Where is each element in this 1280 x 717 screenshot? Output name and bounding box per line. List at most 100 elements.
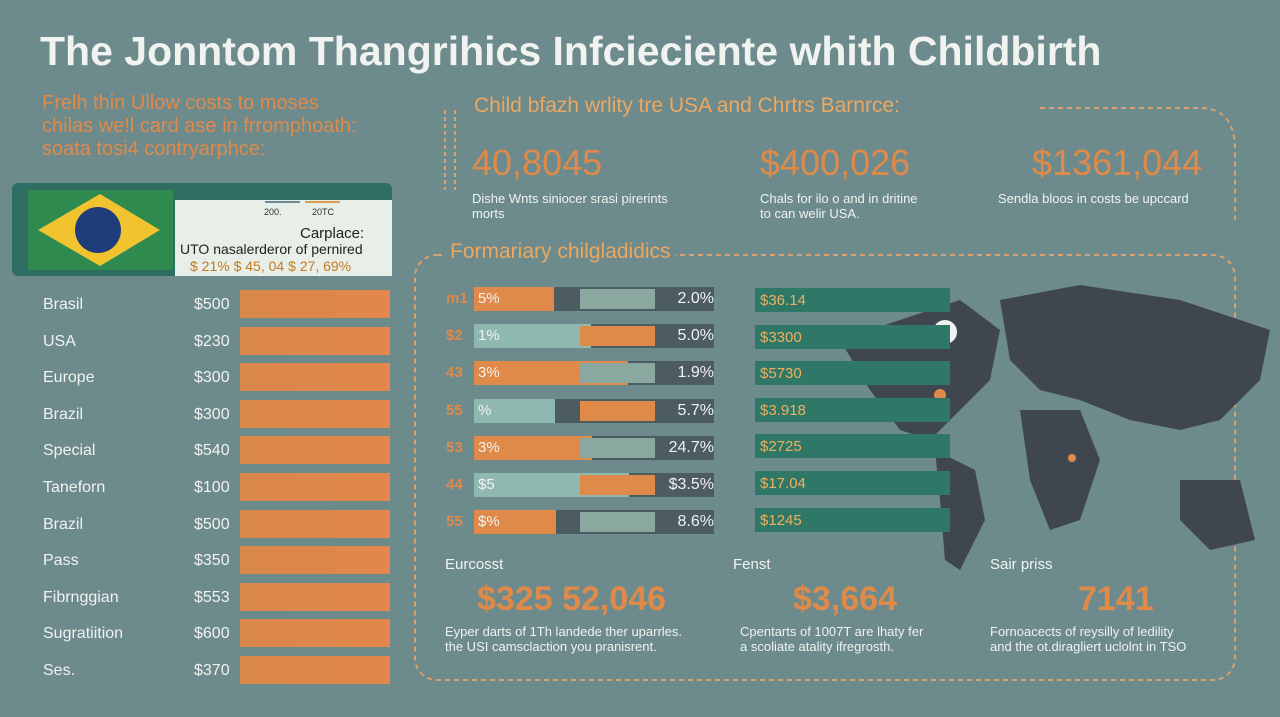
row-value: $540 <box>194 442 230 460</box>
row-left: 3% <box>478 364 500 382</box>
row-bar <box>240 290 390 318</box>
map-row-value: $5730 <box>760 365 802 383</box>
bottom-text: a scoliate atality ifregrosth. <box>740 639 894 654</box>
row-value: $370 <box>194 662 230 679</box>
stat-text: to can welir USA. <box>760 206 860 221</box>
mini-label: 200. <box>264 207 282 217</box>
row-code: 55 <box>446 401 463 419</box>
row-right: 24.7% <box>668 438 714 456</box>
bottom-value: $325 52,046 <box>477 580 667 618</box>
subheading: Formariary chilgladidics <box>446 240 675 264</box>
row-value: $500 <box>194 515 230 533</box>
bottom-text: Cpentarts of 1007T are lhaty fer <box>740 624 924 639</box>
row-value: $553 <box>194 588 230 606</box>
row-value: $500 <box>194 296 230 313</box>
map-row-bar <box>755 471 950 495</box>
map-row-value: $2725 <box>760 438 802 456</box>
row-right: 1.9% <box>677 364 714 382</box>
row-right: 5.0% <box>677 327 714 345</box>
frame-top <box>444 110 456 190</box>
row-right: 2.0% <box>677 290 714 307</box>
row-label: Special <box>43 442 96 460</box>
bottom-text: the USI camsclaction you pranisrent. <box>445 639 657 654</box>
row-fill <box>580 289 655 309</box>
row-bar <box>240 399 390 428</box>
row-value: $100 <box>194 479 230 496</box>
row-label: Sugratiition <box>43 625 124 643</box>
row-fill <box>580 512 655 533</box>
bottom-text: Fornoacects of reysilly of ledility <box>990 624 1174 639</box>
bottom-label: Fenst <box>733 556 771 573</box>
map-row-bar <box>755 507 950 532</box>
card-heading: Carplace: <box>300 225 365 242</box>
row-value: $300 <box>194 405 230 423</box>
bottom-value: $3,664 <box>793 580 897 618</box>
mini-label: 20TC <box>312 207 335 217</box>
row-bar <box>240 546 390 575</box>
map-row-bar <box>755 324 950 349</box>
map-row-bar <box>755 361 950 386</box>
row-left: 5% <box>478 290 500 307</box>
stat-text: morts <box>472 206 505 221</box>
flag-globe <box>75 207 121 253</box>
map-row-value: $36.14 <box>760 292 806 309</box>
row-value: $350 <box>194 552 230 570</box>
bottom-label: Eurcosst <box>445 556 504 573</box>
stat-value: 40,8045 <box>472 142 603 183</box>
row-bar <box>240 363 390 392</box>
stat-value: $400,026 <box>760 142 911 183</box>
row-code: 44 <box>446 476 463 493</box>
row-label: Ses. <box>43 662 76 679</box>
row-fill <box>474 324 591 349</box>
intro-line: chilas we!l card ase in frromphoath: <box>42 115 357 137</box>
card-panel <box>175 200 392 276</box>
row-bar <box>240 656 390 684</box>
bottom-value: 7141 <box>1078 580 1154 618</box>
row-right: 8.6% <box>677 513 714 531</box>
row-fill <box>474 287 554 311</box>
stat-value: $1361,044 <box>1032 142 1203 183</box>
row-label: Pass <box>43 552 79 570</box>
intro-line: Frelh thin Ullow costs to moses <box>42 92 319 114</box>
row-bar <box>240 619 390 648</box>
row-code: $2 <box>446 327 463 345</box>
card-values: $ 21% $ 45, 04 $ 27, 69% <box>190 258 352 274</box>
row-left: 1% <box>478 327 500 345</box>
title: The Jonntom Thangrihics Infcieciente whi… <box>40 28 1102 74</box>
row-label: Europe <box>43 369 95 387</box>
row-label: Brasil <box>43 296 84 313</box>
row-label: Taneforn <box>43 479 106 496</box>
row-code: m1 <box>446 290 468 307</box>
bottom-label: Sair priss <box>990 556 1053 573</box>
row-label: Brazil <box>43 515 84 533</box>
card-text: UTO nasalerderor of pernired <box>180 241 363 257</box>
map-dot <box>1068 454 1076 462</box>
row-right: $3.5% <box>668 476 714 493</box>
map-row-value: $3.918 <box>760 401 806 419</box>
row-label: Brazil <box>43 405 84 423</box>
bottom-text: Eyper darts of 1Th landede ther uparrles… <box>445 624 683 639</box>
row-fill <box>580 437 655 458</box>
map-row-bar <box>755 288 950 312</box>
row-bar <box>240 326 390 355</box>
row-bar <box>240 436 390 465</box>
row-label: USA <box>43 332 76 350</box>
frame-corner <box>1040 107 1236 220</box>
row-code: 55 <box>446 513 463 531</box>
row-fill <box>580 363 655 384</box>
frame <box>414 254 1236 681</box>
intro-line: soata tosi4 contryarphce: <box>42 138 266 160</box>
row-fill <box>580 400 655 421</box>
map-row-value: $1245 <box>760 511 802 529</box>
row-left: % <box>478 401 492 419</box>
row-value: $230 <box>194 332 230 350</box>
row-bar <box>240 509 390 538</box>
map-row-value: $3300 <box>760 328 802 346</box>
row-left: $% <box>478 513 500 531</box>
stat-text: Dishe Wnts siniocer srasi pirerints <box>472 191 668 206</box>
map-row-bar <box>755 434 950 459</box>
section-heading: Child bfazh wrlity tre USA and Chrtrs Ba… <box>474 94 900 117</box>
stat-text: Chals for ilo o and in dritine <box>760 191 918 206</box>
row-left: 3% <box>478 438 500 456</box>
